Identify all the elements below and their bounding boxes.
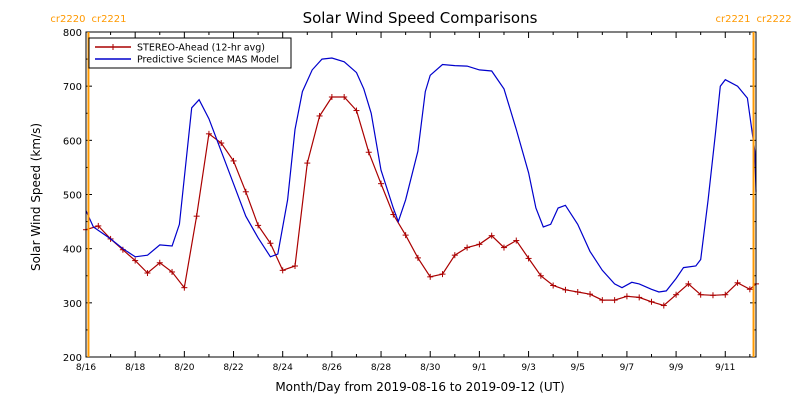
y-tick-label: 800 — [63, 28, 82, 39]
data-point — [316, 112, 323, 119]
data-point — [685, 280, 692, 287]
data-point — [648, 298, 655, 305]
data-point — [611, 297, 618, 304]
legend-entry: STEREO-Ahead (12-hr avg) — [137, 43, 265, 54]
legend: STEREO-Ahead (12-hr avg)Predictive Scien… — [88, 37, 292, 69]
data-point — [242, 188, 249, 195]
data-point — [181, 284, 188, 291]
data-point — [378, 180, 385, 187]
x-tick-label: 8/22 — [223, 363, 243, 373]
x-tick-label: 8/28 — [371, 363, 391, 373]
data-point — [267, 240, 274, 247]
y-tick-label: 400 — [63, 245, 82, 256]
data-point — [623, 293, 630, 300]
data-point — [132, 257, 139, 264]
data-point — [660, 302, 667, 309]
data-point — [439, 271, 446, 278]
data-point — [291, 263, 298, 269]
data-point — [304, 160, 311, 167]
y-tick-label: 500 — [63, 191, 82, 202]
data-point — [279, 267, 286, 274]
data-point — [636, 294, 643, 301]
data-point — [476, 241, 483, 248]
data-point — [709, 292, 716, 299]
data-point — [587, 291, 594, 298]
x-tick-label: 8/18 — [125, 363, 145, 373]
legend-box — [88, 37, 292, 69]
data-point — [500, 244, 507, 251]
y-tick-label: 200 — [63, 353, 82, 364]
x-tick-label: 9/11 — [715, 363, 735, 373]
data-point — [451, 252, 458, 259]
data-point — [488, 232, 495, 239]
carrington-label-right: cr2222 — [757, 14, 792, 25]
x-tick-label: 8/30 — [420, 363, 440, 373]
y-tick-label: 300 — [63, 299, 82, 310]
data-point — [341, 94, 348, 100]
y-axis-label: Solar Wind Speed (km/s) — [29, 123, 43, 271]
data-point — [144, 270, 151, 277]
data-point — [746, 286, 753, 293]
axes-layer: 200 300 400 500 600 700 800 8/16 8/18 8/20 8/22 8/2… — [50, 14, 791, 373]
data-point — [722, 291, 729, 298]
x-axis-label: Month/Day from 2019-08-16 to 2019-09-12 … — [275, 380, 564, 394]
data-point — [193, 213, 200, 220]
data-point — [365, 149, 372, 156]
data-point — [574, 289, 581, 295]
x-tick-label: 8/26 — [322, 363, 342, 373]
x-tick-label: 9/5 — [571, 363, 585, 373]
data-point — [599, 297, 606, 304]
data-point — [464, 244, 471, 251]
y-tick-label: 700 — [63, 82, 82, 93]
legend-entry: Predictive Science MAS Model — [137, 55, 279, 66]
series-line-mas-model — [85, 57, 757, 293]
data-point — [550, 282, 557, 289]
data-point — [328, 94, 335, 100]
data-point — [562, 286, 569, 293]
data-point — [218, 140, 225, 147]
data-point — [353, 107, 360, 114]
data-point — [169, 268, 176, 275]
y-tick-label: 600 — [63, 136, 82, 147]
chart-title: Solar Wind Speed Comparisons — [303, 9, 538, 27]
data-point — [255, 222, 262, 229]
data-point — [156, 259, 163, 266]
carrington-label-left: cr2221 — [715, 14, 750, 25]
data-point — [402, 232, 409, 239]
carrington-label-left: cr2220 — [50, 14, 85, 25]
data-point — [230, 157, 237, 164]
data-point — [525, 255, 532, 262]
series-line-stereo-ahead — [85, 96, 757, 307]
data-point — [734, 279, 741, 286]
x-tick-label: 8/16 — [76, 363, 96, 373]
x-tick-label: 9/1 — [472, 363, 486, 373]
x-tick-label: 9/3 — [521, 363, 535, 373]
series-layer — [83, 57, 759, 309]
data-point — [205, 130, 212, 137]
x-tick-label: 9/7 — [620, 363, 634, 373]
data-point — [513, 237, 520, 244]
x-tick-label: 9/9 — [669, 363, 684, 373]
data-point — [95, 222, 102, 229]
data-point — [414, 254, 421, 261]
data-point — [537, 272, 544, 279]
data-point — [427, 273, 434, 280]
x-tick-label: 8/20 — [174, 363, 194, 373]
carrington-label-right: cr2221 — [91, 14, 126, 25]
data-point — [673, 291, 680, 298]
plot-frame — [85, 31, 757, 358]
x-tick-label: 8/24 — [273, 363, 293, 373]
data-point — [697, 291, 704, 298]
